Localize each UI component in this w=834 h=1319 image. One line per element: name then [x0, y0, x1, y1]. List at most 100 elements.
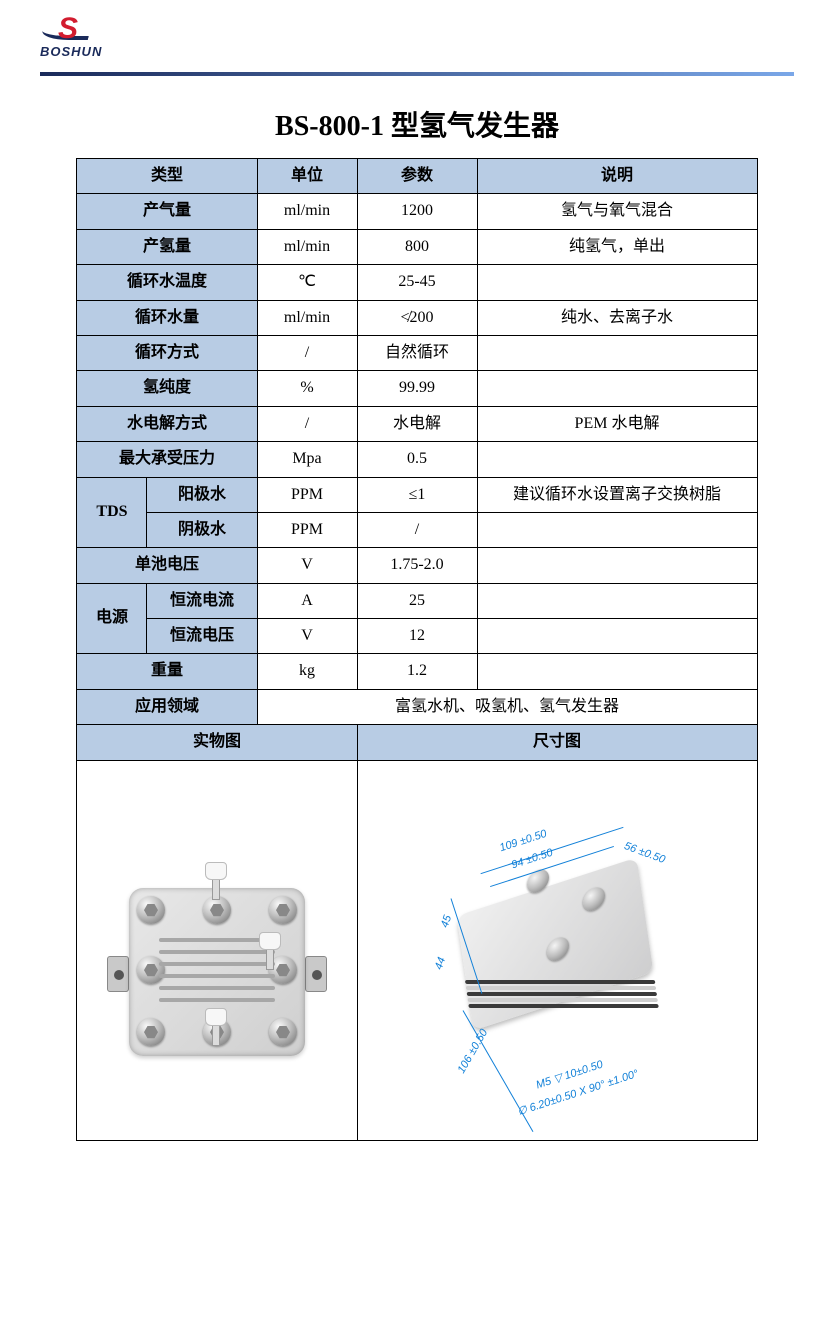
cell-type: 循环方式 — [77, 335, 257, 370]
cell-param: 1.2 — [357, 654, 477, 689]
cell-unit: / — [257, 406, 357, 441]
cell-unit: ml/min — [257, 194, 357, 229]
mount-tab-icon — [305, 956, 327, 992]
page-title: BS-800-1 型氢气发生器 — [40, 104, 794, 144]
product-photo-icon — [107, 860, 327, 1080]
dim-line-icon — [463, 1010, 534, 1132]
cell-type: 循环水量 — [77, 300, 257, 335]
col-desc: 说明 — [477, 159, 757, 194]
cell-unit: Mpa — [257, 442, 357, 477]
table-row: 恒流电压 V 12 — [77, 619, 757, 654]
cell-app-value: 富氢水机、吸氢机、氢气发生器 — [257, 689, 757, 724]
cell-param: 0.5 — [357, 442, 477, 477]
cell-group-label: TDS — [77, 477, 147, 548]
cell-unit: V — [257, 548, 357, 583]
cell-subtype: 恒流电流 — [147, 583, 257, 618]
cell-param: 800 — [357, 229, 477, 264]
header-rule — [40, 72, 794, 76]
cell-type: 最大承受压力 — [77, 442, 257, 477]
bolt-icon — [269, 896, 297, 924]
cell-desc — [477, 335, 757, 370]
cell-type: 氢纯度 — [77, 371, 257, 406]
table-row: 最大承受压力 Mpa 0.5 — [77, 442, 757, 477]
dimension-drawing-cell: 109 ±0.50 94 ±0.50 56 ±0.50 45 44 106 ±0… — [357, 760, 757, 1140]
page: S BOSHUN BS-800-1 型氢气发生器 类型 单位 参数 说明 产气量… — [0, 0, 834, 1181]
cell-param: 1200 — [357, 194, 477, 229]
cell-unit: PPM — [257, 477, 357, 512]
dim-label: 44 — [432, 956, 450, 972]
cell-param: 水电解 — [357, 406, 477, 441]
photo-header: 实物图 — [77, 725, 357, 760]
spec-table: 类型 单位 参数 说明 产气量 ml/min 1200 氢气与氧气混合 产氢量 … — [76, 158, 757, 1141]
cell-type: 重量 — [77, 654, 257, 689]
cell-desc — [477, 512, 757, 547]
cell-param: 25 — [357, 583, 477, 618]
cell-unit: PPM — [257, 512, 357, 547]
cell-subtype: 阳极水 — [147, 477, 257, 512]
table-row: 应用领域 富氢水机、吸氢机、氢气发生器 — [77, 689, 757, 724]
cell-type: 循环水温度 — [77, 265, 257, 300]
cell-desc — [477, 583, 757, 618]
logo-brand-name: BOSHUN — [40, 44, 102, 59]
cell-desc: PEM 水电解 — [477, 406, 757, 441]
table-row: 阴极水 PPM / — [77, 512, 757, 547]
dimension-header: 尺寸图 — [357, 725, 757, 760]
cell-param: 12 — [357, 619, 477, 654]
port-icon — [203, 1008, 229, 1048]
cell-type: 产氢量 — [77, 229, 257, 264]
cell-type: 水电解方式 — [77, 406, 257, 441]
cell-group-label: 电源 — [77, 583, 147, 654]
cell-desc: 纯水、去离子水 — [477, 300, 757, 335]
groove-icon — [159, 998, 275, 1002]
bolt-icon — [269, 1018, 297, 1046]
table-row: 重量 kg 1.2 — [77, 654, 757, 689]
bolt-icon — [137, 896, 165, 924]
col-type: 类型 — [77, 159, 257, 194]
cell-subtype: 恒流电压 — [147, 619, 257, 654]
port-icon — [203, 862, 229, 902]
table-row: 循环水量 ml/min ≮200 纯水、去离子水 — [77, 300, 757, 335]
dimension-drawing-icon: 109 ±0.50 94 ±0.50 56 ±0.50 45 44 106 ±0… — [407, 810, 707, 1110]
table-header-row: 类型 单位 参数 说明 — [77, 159, 757, 194]
table-row: 氢纯度 % 99.99 — [77, 371, 757, 406]
groove-icon — [159, 974, 275, 978]
logo-mark: S — [58, 12, 78, 46]
cell-desc: 建议循环水设置离子交换树脂 — [477, 477, 757, 512]
table-row: 产氢量 ml/min 800 纯氢气，单出 — [77, 229, 757, 264]
cell-desc — [477, 654, 757, 689]
cell-type: 产气量 — [77, 194, 257, 229]
table-row: 循环水温度 ℃ 25-45 — [77, 265, 757, 300]
table-row: TDS 阳极水 PPM ≤1 建议循环水设置离子交换树脂 — [77, 477, 757, 512]
cell-desc: 氢气与氧气混合 — [477, 194, 757, 229]
col-unit: 单位 — [257, 159, 357, 194]
cell-unit: / — [257, 335, 357, 370]
table-row: 单池电压 V 1.75-2.0 — [77, 548, 757, 583]
cell-param: ≤1 — [357, 477, 477, 512]
table-row: 电源 恒流电流 A 25 — [77, 583, 757, 618]
cell-param: 自然循环 — [357, 335, 477, 370]
cell-param: 99.99 — [357, 371, 477, 406]
cell-type: 单池电压 — [77, 548, 257, 583]
dim-label: 45 — [438, 914, 456, 930]
table-row: 循环方式 / 自然循环 — [77, 335, 757, 370]
brand-logo: S BOSHUN — [40, 16, 120, 64]
image-header-row: 实物图 尺寸图 — [77, 725, 757, 760]
cell-unit: A — [257, 583, 357, 618]
table-row: 产气量 ml/min 1200 氢气与氧气混合 — [77, 194, 757, 229]
product-photo-cell — [77, 760, 357, 1140]
cell-desc — [477, 265, 757, 300]
cell-subtype: 阴极水 — [147, 512, 257, 547]
cell-unit: % — [257, 371, 357, 406]
cell-unit: ml/min — [257, 229, 357, 264]
cell-desc — [477, 371, 757, 406]
cell-unit: ml/min — [257, 300, 357, 335]
table-row: 水电解方式 / 水电解 PEM 水电解 — [77, 406, 757, 441]
cell-param: 25-45 — [357, 265, 477, 300]
cell-desc: 纯氢气，单出 — [477, 229, 757, 264]
cell-param: / — [357, 512, 477, 547]
cell-unit: kg — [257, 654, 357, 689]
brand-header: S BOSHUN — [40, 16, 794, 64]
port-icon — [257, 932, 283, 972]
mount-tab-icon — [107, 956, 129, 992]
cell-desc — [477, 548, 757, 583]
